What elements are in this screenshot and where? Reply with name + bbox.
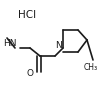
Text: HN: HN	[3, 40, 17, 49]
Text: O: O	[26, 68, 33, 78]
Text: HCl: HCl	[18, 10, 36, 20]
Text: N: N	[56, 42, 62, 51]
Text: CH₃: CH₃	[84, 63, 98, 72]
